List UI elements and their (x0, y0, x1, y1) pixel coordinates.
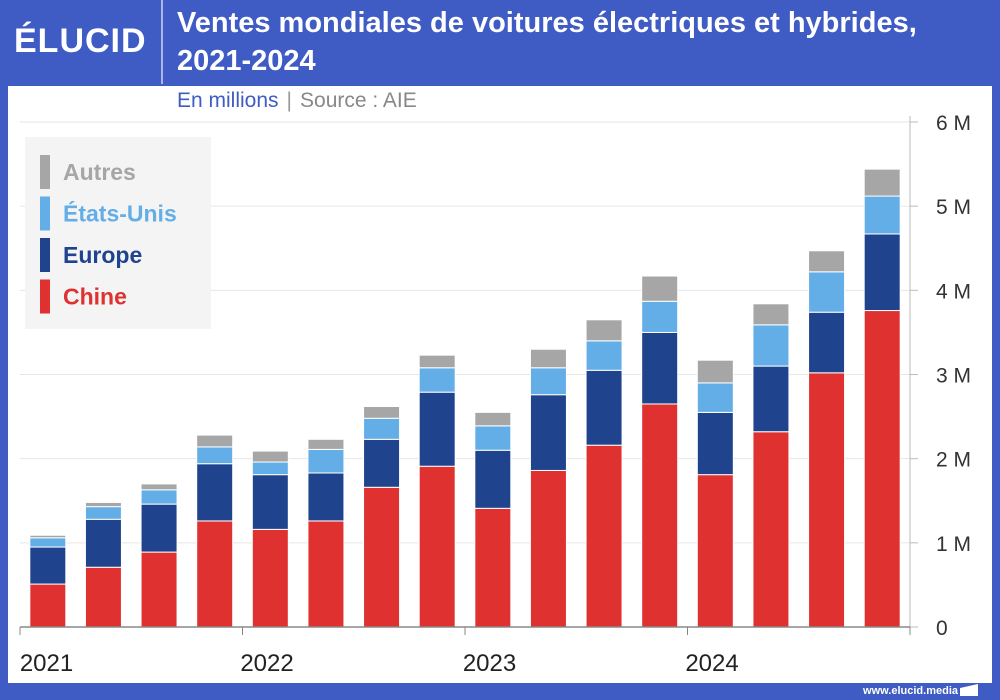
bar-Chine (363, 486, 401, 628)
elucid-logo: ÉLUCID (14, 22, 147, 60)
bar-Europe (29, 546, 67, 585)
bar-Autres (140, 483, 178, 491)
chart-title: Ventes mondiales de voitures électriques… (177, 7, 917, 77)
x-tick-label: 2024 (685, 650, 738, 677)
bar-Europe (808, 311, 846, 374)
y-tick-label: 4 M (936, 280, 971, 303)
separator: | (286, 89, 293, 112)
bar-Chine (696, 474, 734, 628)
legend-label: Autres (63, 159, 136, 185)
bar-États-Unis (585, 340, 623, 371)
elucid-flag-icon (960, 684, 978, 696)
bar-États-Unis (863, 195, 901, 235)
footer-url[interactable]: www.elucid.media (863, 685, 958, 697)
y-tick-label: 1 M (936, 533, 971, 556)
bar-Autres (251, 450, 289, 463)
bar-Chine (529, 469, 567, 628)
source-label: Source : AIE (300, 89, 417, 112)
bar-Chine (307, 520, 345, 628)
bar-États-Unis (641, 300, 679, 333)
bar-Europe (641, 331, 679, 405)
bar-Europe (585, 369, 623, 446)
bar-États-Unis (196, 446, 234, 465)
bar-Autres (307, 438, 345, 450)
bar-États-Unis (251, 461, 289, 476)
bar-Europe (474, 449, 512, 509)
bar-Europe (418, 391, 456, 467)
x-tick-label: 2021 (20, 650, 73, 677)
bar-États-Unis (29, 537, 67, 548)
bar-États-Unis (140, 489, 178, 505)
bar-Chine (251, 528, 289, 628)
bar-Europe (307, 472, 345, 522)
bar-Autres (84, 501, 122, 508)
bar-Chine (84, 566, 122, 628)
bar-Autres (752, 303, 790, 326)
bar-Chine (418, 465, 456, 628)
bar-Autres (863, 168, 901, 197)
bar-Europe (752, 365, 790, 433)
bar-États-Unis (363, 417, 401, 440)
bar-Autres (529, 348, 567, 369)
x-tick-label: 2022 (240, 650, 293, 677)
bar-Autres (29, 534, 67, 539)
legend-box (25, 137, 211, 329)
legend-swatch (40, 155, 50, 189)
bar-Europe (696, 411, 734, 476)
bar-Autres (585, 319, 623, 342)
unit-label: En millions (177, 89, 279, 112)
bar-États-Unis (752, 324, 790, 367)
bar-États-Unis (808, 271, 846, 313)
legend-label: Europe (63, 242, 142, 268)
legend-swatch (40, 196, 50, 231)
bar-Chine (585, 444, 623, 628)
y-tick-label: 0 (936, 617, 948, 640)
bar-États-Unis (529, 367, 567, 396)
bar-États-Unis (307, 448, 345, 474)
x-tick-label: 2023 (463, 650, 516, 677)
bar-Chine (752, 431, 790, 628)
bar-Europe (140, 503, 178, 553)
bar-Autres (808, 250, 846, 273)
bar-Europe (84, 518, 122, 568)
header-divider (161, 0, 163, 84)
bar-Chine (140, 551, 178, 628)
legend-swatch (40, 279, 50, 314)
bar-Autres (474, 411, 512, 427)
bar-Chine (808, 372, 846, 628)
legend-label: Chine (63, 284, 127, 310)
bar-Autres (641, 275, 679, 302)
bar-Europe (529, 394, 567, 471)
bar-Chine (29, 583, 67, 628)
bar-Autres (418, 354, 456, 369)
y-tick-label: 5 M (936, 196, 971, 219)
bar-Autres (696, 359, 734, 384)
bar-États-Unis (696, 382, 734, 413)
bar-Chine (474, 507, 512, 628)
legend-label: États-Unis (63, 200, 177, 227)
bar-États-Unis (474, 425, 512, 451)
legend-swatch (40, 238, 50, 272)
bar-Europe (251, 474, 289, 530)
bar-Autres (196, 434, 234, 448)
y-tick-label: 2 M (936, 449, 971, 472)
y-tick-label: 3 M (936, 365, 971, 388)
y-tick-label: 6 M (936, 112, 971, 135)
bar-Chine (196, 520, 234, 628)
bar-États-Unis (84, 506, 122, 520)
bar-Europe (196, 463, 234, 522)
bar-Chine (641, 403, 679, 628)
bar-États-Unis (418, 367, 456, 393)
bar-Autres (363, 405, 401, 419)
bar-Europe (363, 438, 401, 488)
bar-Europe (863, 233, 901, 312)
bar-Chine (863, 310, 901, 628)
chart-subtitle: En millions | Source : AIE (177, 89, 417, 113)
